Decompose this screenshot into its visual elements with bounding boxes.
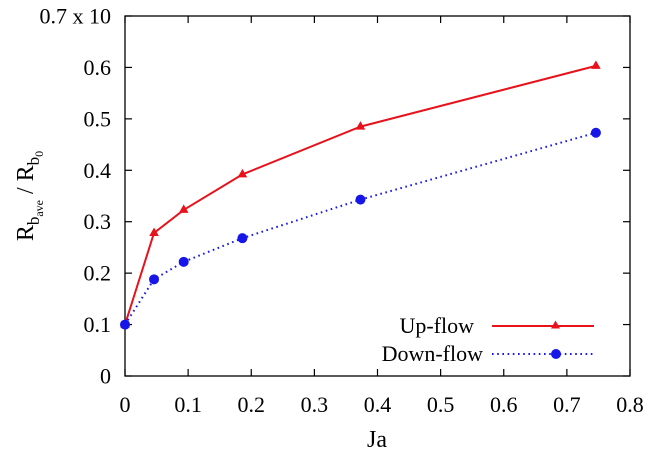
data-point-up-flow [355, 121, 366, 130]
y-tick-label: 0.2 [84, 261, 112, 286]
y-axis-title-sub-0: 0 [32, 151, 46, 157]
y-axis-title: Rbave / Rb0 [13, 151, 46, 241]
series-line-up-flow [124, 64, 597, 325]
y-axis-title-r0: R [13, 165, 39, 181]
data-point-down-flow [149, 274, 160, 285]
y-tick-label: 0.4 [84, 158, 112, 183]
x-tick-label: 0.1 [174, 392, 202, 417]
data-point-down-flow [120, 319, 130, 330]
data-point-down-flow [237, 233, 248, 244]
y-axis-title-sub-ave: ave [32, 200, 46, 217]
x-tick-label: 0 [120, 392, 131, 417]
plot-frame [124, 15, 631, 377]
y-tick-label: 0.7 x 10 [40, 4, 112, 29]
data-point-up-flow [178, 204, 189, 213]
legend-label-up-flow: Up-flow [399, 313, 474, 338]
data-point-up-flow [149, 227, 159, 237]
data-point-down-flow [355, 194, 366, 205]
legend-label-down-flow: Down-flow [382, 341, 484, 366]
ticks-layer: 0 0.1 0.2 0.3 0.4 0.5 0.6 0.7 0.8 0 0.1 0.2 0.3 0.4 0.… [40, 4, 644, 418]
data-point-down-flow [590, 127, 601, 138]
y-tick-label: 0.6 [84, 55, 112, 80]
x-tick-label: 0.4 [364, 392, 392, 417]
y-axis-title-sep: / [13, 181, 39, 200]
legend-marker-down-flow [551, 349, 561, 359]
x-tick-label: 0.6 [490, 392, 518, 417]
data-point-up-flow [237, 168, 248, 178]
y-axis-title-sub-b: b [24, 217, 43, 226]
y-axis-title-r: R [13, 225, 39, 241]
y-tick-label: 0.5 [84, 106, 112, 131]
legend-marker-up-flow [551, 320, 560, 329]
x-tick-label: 0.3 [301, 392, 329, 417]
x-tick-label: 0.2 [238, 392, 266, 417]
series-layer [120, 60, 601, 330]
series-line-down-flow [124, 131, 597, 326]
legend: Up-flow Down-flow [382, 313, 594, 366]
x-axis-title: Ja [367, 427, 387, 453]
x-tick-label: 0.5 [427, 392, 455, 417]
y-tick-label: 0 [100, 364, 111, 389]
y-tick-label: 0.1 [84, 312, 112, 337]
x-tick-label: 0.8 [616, 392, 644, 417]
y-axis-title-sub-b0: b [24, 157, 43, 166]
y-tick-label: 0.3 [84, 209, 112, 234]
data-point-down-flow [178, 256, 189, 267]
x-tick-label: 0.7 [553, 392, 581, 417]
y-axis-title-text: Rbave / Rb0 [13, 151, 46, 241]
data-point-up-flow [591, 60, 601, 69]
